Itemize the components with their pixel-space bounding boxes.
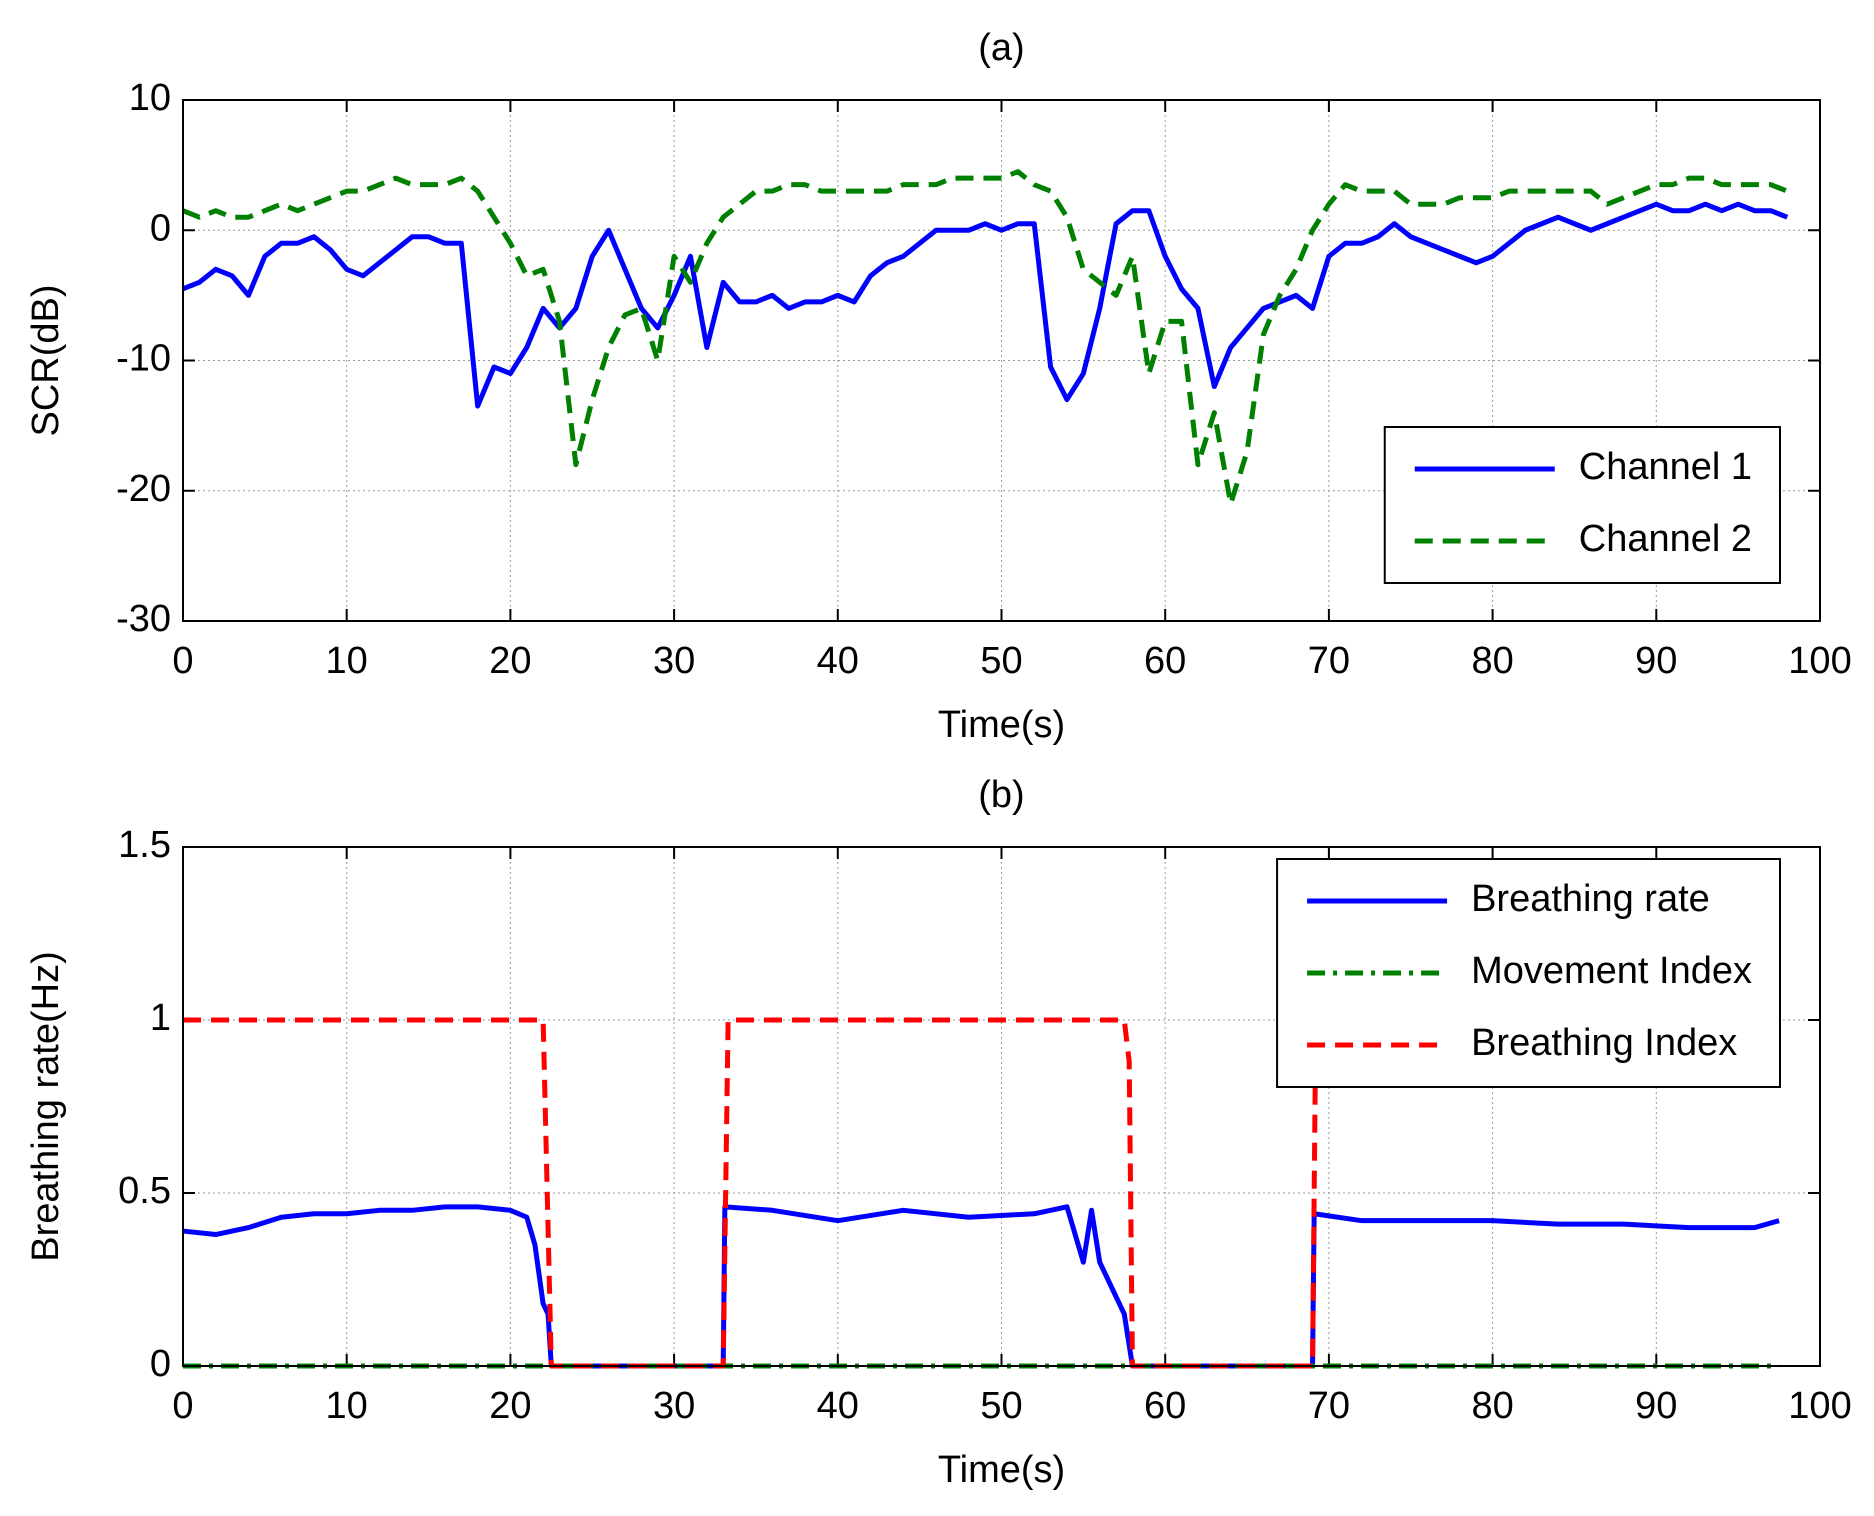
y-tick-label: 1.5 [118, 824, 171, 866]
chart-title: (b) [978, 774, 1024, 816]
plot-frame [182, 99, 1821, 622]
x-tick-label: 0 [172, 1385, 193, 1427]
series-line [182, 201, 1789, 409]
y-axis-label: Breathing rate(Hz) [25, 951, 67, 1261]
y-tick-label: 10 [129, 77, 171, 119]
x-axis-label: Time(s) [938, 1449, 1065, 1491]
x-axis-label: Time(s) [938, 704, 1065, 746]
x-tick-label: 40 [817, 640, 859, 682]
x-tick-label: 50 [980, 640, 1022, 682]
x-tick-label: 30 [653, 640, 695, 682]
legend-label: Channel 2 [1579, 518, 1752, 560]
x-tick-label: 10 [326, 640, 368, 682]
legend: Breathing rate Movement Index Breathing In… [1276, 858, 1781, 1088]
y-axis-label: SCR(dB) [25, 284, 67, 436]
x-tick-label: 70 [1308, 640, 1350, 682]
plot-frame [182, 846, 1821, 1367]
x-tick-label: 100 [1788, 640, 1851, 682]
y-tick-label: 0.5 [118, 1170, 171, 1212]
legend-label: Movement Index [1471, 950, 1752, 992]
legend-label: Breathing rate [1471, 878, 1710, 920]
x-tick-label: 60 [1144, 640, 1186, 682]
x-tick-label: 90 [1635, 1385, 1677, 1427]
legend-label: Breathing Index [1471, 1022, 1737, 1064]
x-tick-label: 0 [172, 640, 193, 682]
x-tick-label: 50 [980, 1385, 1022, 1427]
x-tick-label: 20 [489, 640, 531, 682]
legend: Channel 1 Channel 2 [1383, 426, 1781, 584]
x-tick-label: 40 [817, 1385, 859, 1427]
y-tick-label: -30 [116, 598, 171, 640]
y-tick-label: -20 [116, 468, 171, 510]
legend-label: Channel 1 [1579, 446, 1752, 488]
series-line [182, 1204, 1780, 1369]
x-tick-label: 20 [489, 1385, 531, 1427]
x-tick-label: 80 [1471, 640, 1513, 682]
x-tick-label: 90 [1635, 640, 1677, 682]
y-tick-label: 1 [150, 997, 171, 1039]
x-tick-label: 70 [1308, 1385, 1350, 1427]
y-tick-label: 0 [150, 207, 171, 249]
x-tick-label: 100 [1788, 1385, 1851, 1427]
x-tick-label: 60 [1144, 1385, 1186, 1427]
chart-title: (a) [978, 27, 1024, 69]
x-tick-label: 30 [653, 1385, 695, 1427]
y-tick-label: -10 [116, 338, 171, 380]
y-tick-label: 0 [150, 1343, 171, 1385]
x-tick-label: 10 [326, 1385, 368, 1427]
series-line [182, 169, 1789, 507]
legend-box [1383, 426, 1781, 584]
x-tick-label: 80 [1471, 1385, 1513, 1427]
